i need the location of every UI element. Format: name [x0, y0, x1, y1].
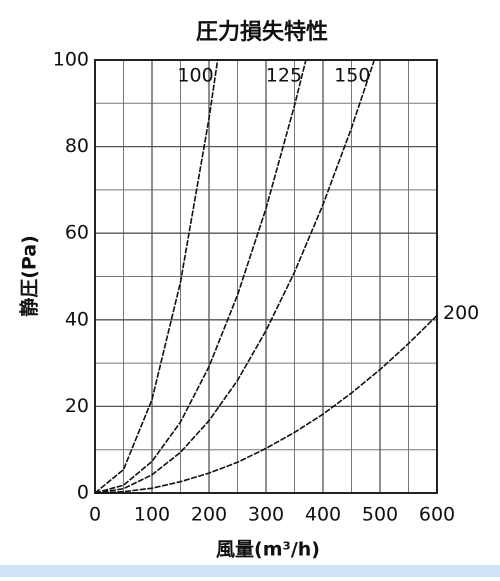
chart-title: 圧力損失特性: [196, 19, 328, 45]
y-axis-label: 静圧(Pa): [18, 235, 41, 317]
curve: [94, 59, 219, 494]
x-tick-label: 100: [134, 504, 170, 526]
y-tick-label: 0: [77, 482, 89, 504]
series-label: 200: [443, 302, 479, 324]
x-tick-label: 500: [362, 504, 398, 526]
plot-frame: [94, 59, 438, 494]
x-tick-label: 400: [305, 504, 341, 526]
bottom-band: [0, 565, 500, 577]
y-tick-label: 60: [65, 222, 89, 244]
y-tick-label: 40: [65, 308, 89, 330]
x-tick-label: 200: [191, 504, 227, 526]
series-label: 125: [266, 65, 302, 87]
curve: [94, 59, 307, 494]
x-tick-label: 600: [419, 504, 455, 526]
series-label: 150: [334, 65, 370, 87]
curve: [94, 314, 438, 494]
curve: [94, 59, 376, 494]
y-tick-label: 80: [65, 135, 89, 157]
y-tick-label: 100: [53, 49, 89, 71]
series-label: 100: [177, 65, 213, 87]
x-tick-label: 0: [89, 504, 101, 526]
y-tick-label: 20: [65, 395, 89, 417]
x-tick-label: 300: [248, 504, 284, 526]
x-axis-label: 風量(m³/h): [216, 539, 320, 561]
